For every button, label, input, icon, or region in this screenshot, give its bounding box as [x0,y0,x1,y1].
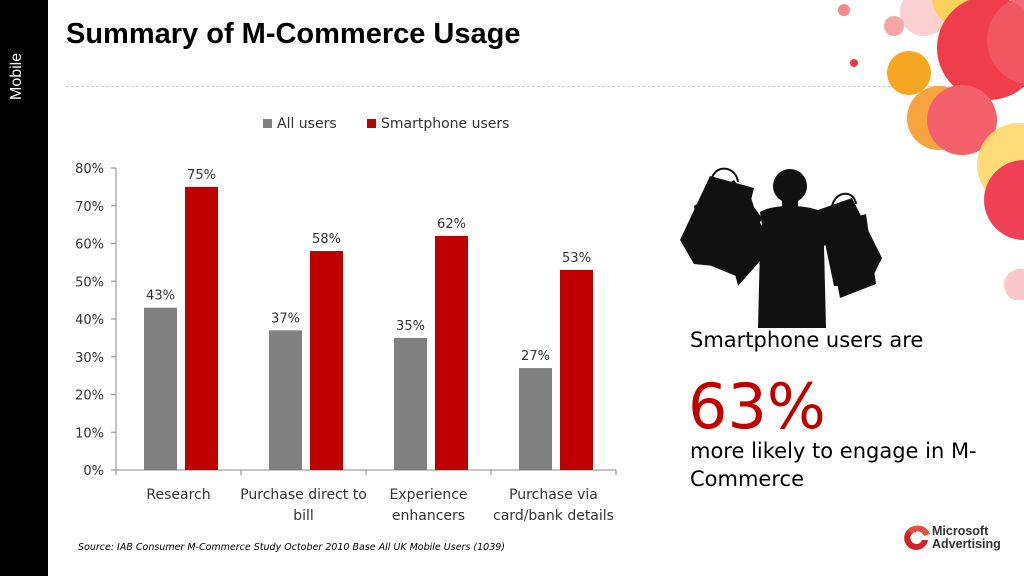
y-tick-label: 0% [83,464,104,479]
bar-chart: 0% 10% 20% 30% 40% 50% 60% 70% 80% 43% 75% Research… [75,162,617,524]
title-divider [66,86,1024,87]
y-tick-label: 20% [75,389,104,404]
bar [269,330,302,470]
data-label: 58% [312,232,341,247]
legend-label-smartphone-users: Smartphone users [381,116,510,132]
legend-item-all-users: All users [263,116,337,132]
y-tick-label: 30% [75,351,104,366]
sidebar-label: Mobile [8,52,25,100]
y-tick-label: 50% [75,275,104,290]
bar [519,368,552,470]
shopper-silhouette-image [680,167,882,328]
bar [560,269,593,470]
logo-line-2: Advertising [932,537,1001,551]
x-tick-label: Purchase via [509,487,598,503]
y-tick-label: 40% [75,313,104,328]
data-label: 27% [521,349,550,364]
y-tick-label: 10% [75,426,104,441]
callout-line-1: Smartphone users are [690,328,924,352]
logo-line-1: Microsoft [932,524,989,538]
data-label: 75% [187,168,216,183]
microsoft-advertising-logo-icon [904,525,930,550]
bar [185,186,218,470]
source-note: Source: IAB Consumer M-Commerce Study Oc… [78,542,506,553]
logo-text: Microsoft Advertising [932,525,1001,551]
legend-swatch-all-users [263,119,272,128]
data-label: 37% [271,311,300,326]
x-tick-label: Experience [389,487,467,503]
legend-label-all-users: All users [277,116,337,132]
x-tick-label: enhancers [392,508,465,524]
data-label: 53% [562,251,591,266]
callout-stat: 63% [688,370,826,443]
y-tick-label: 70% [75,200,104,215]
bar [310,251,343,470]
slide-title: Summary of M-Commerce Usage [66,18,521,50]
y-tick-label: 60% [75,238,104,253]
data-label: 62% [437,217,466,232]
data-label: 43% [146,289,175,304]
legend-item-smartphone-users: Smartphone users [367,116,509,132]
x-tick-label: Research [146,487,210,503]
bar [394,337,427,470]
bar [144,307,177,470]
y-tick-label: 80% [75,162,104,177]
callout-line-2: more likely to engage in M-Commerce [690,439,977,491]
bar [435,235,468,470]
x-tick-label: Purchase direct to [240,487,367,503]
x-tick-label: bill [293,508,314,524]
data-label: 35% [396,319,425,334]
legend-swatch-smartphone-users [367,119,376,128]
sidebar: Mobile [0,0,48,576]
decorative-bubbles-graphic [838,0,1024,300]
x-tick-label: card/bank details [493,508,614,524]
